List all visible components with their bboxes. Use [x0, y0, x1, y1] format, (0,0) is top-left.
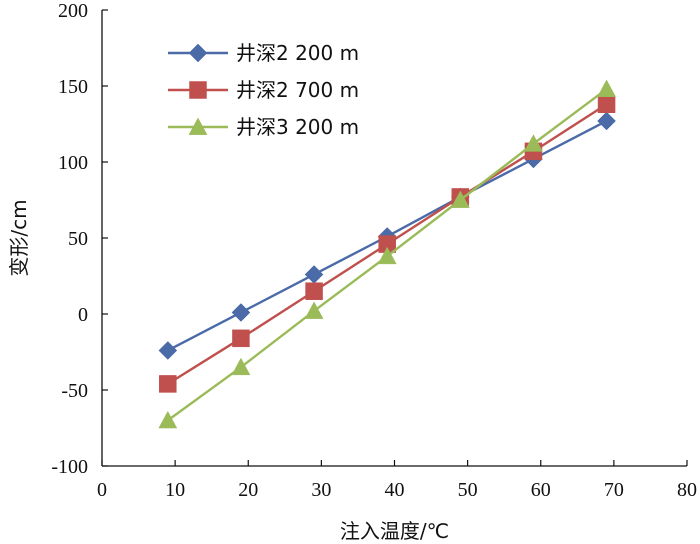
y-tick-label: -100 — [51, 456, 88, 478]
legend-item: 井深2 200 m — [168, 41, 359, 65]
legend: 井深2 200 m 井深2 700 m 井深3 200 m — [168, 41, 359, 139]
data-point — [231, 303, 251, 322]
data-point — [305, 282, 323, 300]
data-point — [158, 341, 178, 360]
legend-label: 井深2 200 m — [236, 41, 359, 65]
y-tick-label: 150 — [58, 76, 88, 98]
y-axis-label: 变形/cm — [7, 199, 31, 276]
x-axis-label: 注入温度/℃ — [340, 519, 449, 543]
x-tick-label: 70 — [604, 479, 624, 501]
data-point — [377, 246, 397, 265]
x-tick-label: 80 — [677, 479, 697, 501]
data-point — [597, 95, 616, 113]
x-tick-label: 20 — [238, 479, 258, 501]
legend-label: 井深2 700 m — [236, 78, 359, 102]
plot-area: -100 -50 0 50 100 150 200 0 10 20 30 40 50 60 70 80 — [51, 0, 697, 501]
x-tick-label: 60 — [531, 479, 551, 501]
x-tick-label: 50 — [458, 479, 478, 501]
y-tick-label: 200 — [58, 0, 88, 22]
legend-item: 井深2 700 m — [168, 78, 359, 102]
data-point — [304, 301, 324, 319]
data-point — [231, 357, 251, 376]
y-tick-label: 50 — [68, 228, 88, 250]
legend-marker — [188, 43, 208, 63]
data-point — [232, 329, 250, 348]
x-tick-label: 40 — [385, 479, 405, 501]
legend-label: 井深3 200 m — [236, 115, 359, 139]
data-point — [159, 375, 177, 393]
x-tick-label: 0 — [97, 479, 107, 501]
data-point — [524, 134, 543, 152]
data-point — [450, 190, 470, 208]
series-2 — [159, 95, 616, 393]
data-point — [597, 79, 616, 97]
series-3 — [158, 79, 616, 429]
y-tick-label: -50 — [61, 380, 88, 402]
data-point — [597, 111, 616, 131]
legend-marker — [188, 117, 208, 135]
x-tick-label: 10 — [165, 479, 185, 501]
legend-item: 井深3 200 m — [168, 115, 359, 139]
y-tick-label: 0 — [78, 304, 88, 326]
y-tick-label: 100 — [58, 152, 88, 174]
legend-marker — [189, 81, 207, 99]
data-point — [158, 410, 178, 429]
series-layer — [158, 79, 616, 429]
x-tick-label: 30 — [311, 479, 331, 501]
data-point — [304, 265, 324, 284]
